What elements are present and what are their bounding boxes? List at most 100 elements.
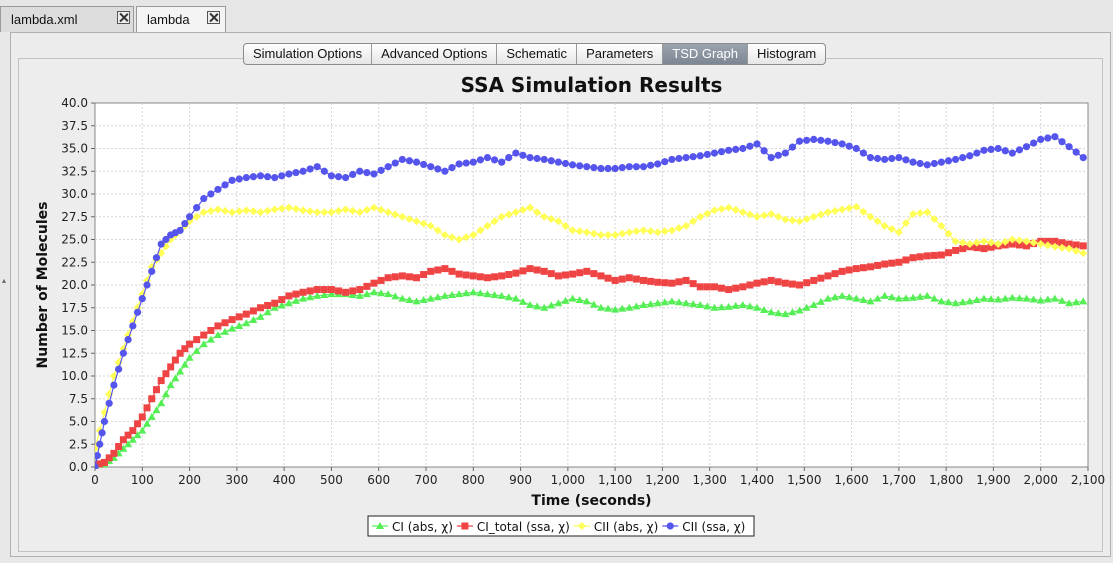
data-point [689, 280, 697, 288]
data-point [200, 194, 208, 203]
data-point [427, 163, 435, 171]
y-tick-label: 37.5 [61, 119, 88, 133]
data-point [138, 295, 146, 303]
data-point [356, 167, 364, 175]
data-point [668, 155, 676, 164]
close-icon[interactable] [207, 11, 220, 24]
x-tick-label: 1,500 [787, 473, 821, 487]
data-point [384, 274, 392, 282]
data-point [611, 164, 619, 173]
close-icon[interactable] [117, 11, 130, 24]
tab-histogram[interactable]: Histogram [757, 46, 817, 61]
data-point [327, 172, 336, 180]
resize-grip-icon[interactable]: ▴ [2, 276, 7, 285]
data-point [440, 230, 449, 239]
data-point [972, 296, 981, 304]
tab-parameters[interactable]: Parameters [577, 44, 664, 64]
data-point [313, 291, 322, 299]
data-point [1023, 242, 1031, 250]
data-point [181, 345, 189, 353]
data-point [568, 161, 577, 169]
data-point [369, 288, 378, 296]
data-point [271, 174, 279, 182]
data-point [242, 174, 250, 182]
data-point [505, 154, 513, 162]
data-point [147, 412, 156, 420]
data-point [320, 167, 328, 175]
data-point [576, 269, 584, 277]
data-point [1008, 149, 1016, 157]
data-point [455, 270, 463, 278]
data-point [185, 213, 194, 221]
data-point [951, 237, 960, 246]
data-point [710, 303, 719, 311]
legend: CI (abs, χ) CI_total (ssa, χ) CII (abs, χ)… [367, 515, 755, 537]
data-point [176, 226, 184, 234]
data-point [235, 207, 244, 216]
data-point [646, 300, 655, 308]
data-point [682, 221, 691, 230]
tab-schematic[interactable]: Schematic [497, 44, 578, 64]
data-point [327, 286, 335, 294]
data-point [661, 279, 669, 287]
data-point [96, 440, 104, 448]
data-point [1065, 240, 1073, 248]
tab-tsd-graph[interactable]: TSD Graph [663, 44, 749, 64]
data-point [1036, 296, 1045, 304]
data-point [249, 307, 257, 315]
data-point [661, 158, 669, 166]
data-point [426, 294, 435, 302]
data-point [895, 154, 903, 162]
data-point [476, 273, 484, 281]
data-point [235, 313, 243, 321]
data-point [167, 363, 175, 371]
y-tick-label: 10.0 [61, 369, 88, 383]
data-point [568, 294, 577, 302]
series-2 [95, 237, 1087, 469]
data-point [881, 155, 889, 164]
data-point [831, 138, 839, 147]
data-point [852, 202, 861, 211]
data-point [575, 296, 584, 304]
doc-tab-lambda-xml[interactable]: lambda.xml [0, 6, 134, 32]
data-point [412, 158, 421, 166]
data-point [526, 154, 534, 162]
data-point [739, 283, 747, 291]
legend-swatch-marker [666, 522, 674, 530]
data-point [363, 169, 371, 177]
data-point [568, 226, 577, 235]
data-point [689, 217, 698, 226]
data-point [753, 140, 761, 148]
data-point [895, 258, 903, 266]
data-point [199, 208, 208, 217]
data-point [710, 149, 719, 157]
data-point [561, 221, 570, 230]
data-point [838, 291, 847, 299]
doc-tab-lambda[interactable]: lambda [136, 6, 226, 33]
data-point [384, 163, 392, 171]
data-point [959, 154, 967, 162]
data-point [646, 227, 655, 236]
data-point [369, 203, 378, 212]
data-point [625, 163, 633, 171]
data-point [944, 298, 953, 306]
data-point [348, 206, 357, 215]
data-point [370, 279, 378, 287]
data-point [561, 159, 570, 168]
series-4 [95, 133, 1087, 469]
data-point [133, 308, 142, 316]
tab-simulation-options[interactable]: Simulation Options [244, 44, 373, 64]
y-tick-label: 20.0 [61, 278, 88, 292]
x-tick-label: 800 [462, 473, 485, 487]
tab-advanced-options[interactable]: Advanced Options [372, 44, 498, 64]
data-point [916, 159, 924, 168]
data-point [575, 227, 584, 236]
data-point [965, 240, 974, 249]
data-point [731, 301, 740, 309]
x-tick-label: 700 [415, 473, 438, 487]
data-point [271, 299, 279, 307]
data-point [618, 304, 627, 312]
data-point [235, 321, 244, 329]
data-point [391, 159, 399, 167]
